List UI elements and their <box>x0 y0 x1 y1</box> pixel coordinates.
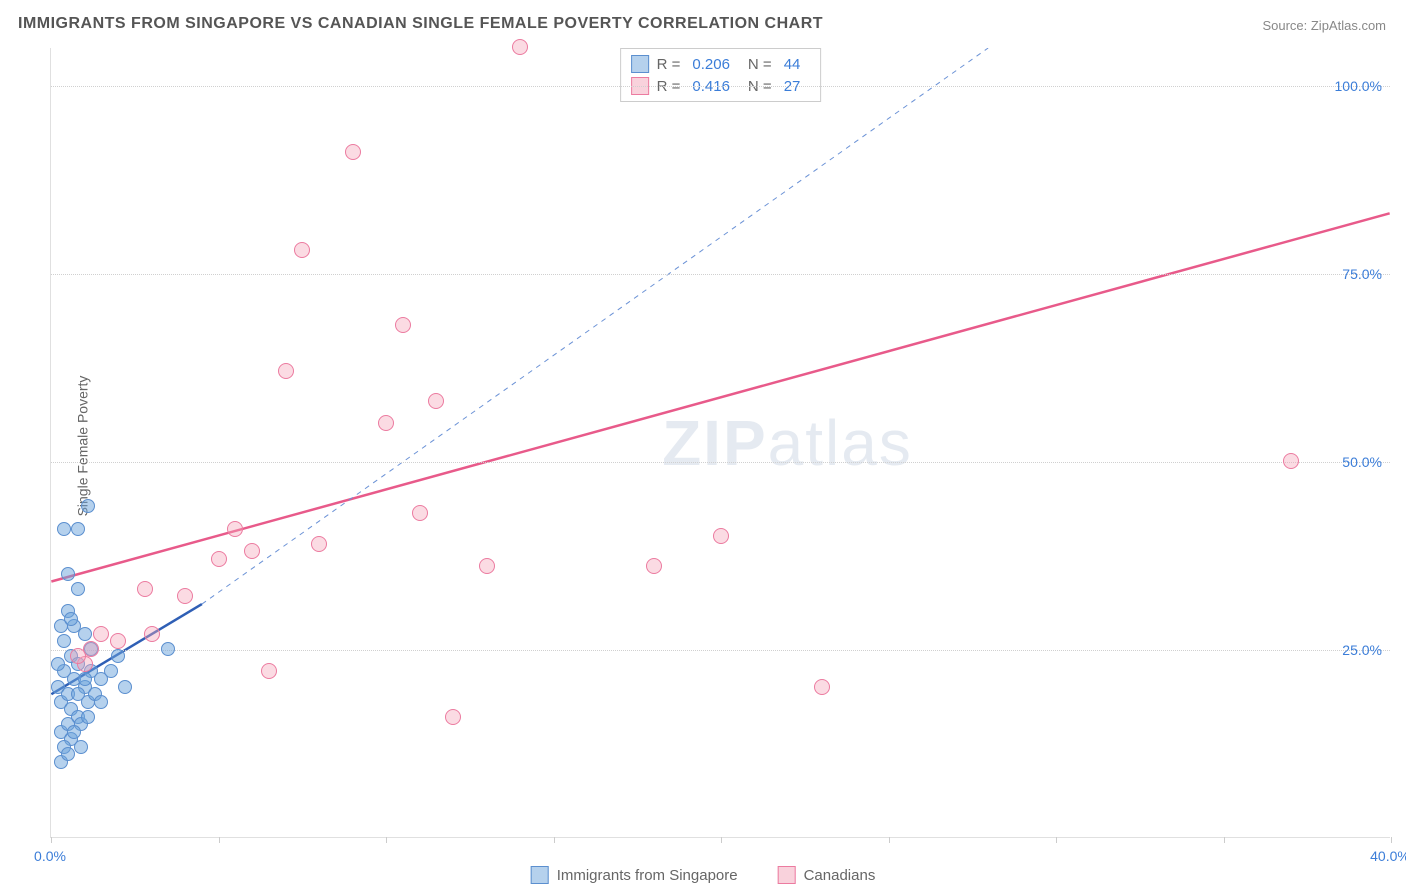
data-point <box>177 588 193 604</box>
y-tick-label: 50.0% <box>1342 454 1382 470</box>
gridline <box>51 86 1390 87</box>
y-tick-label: 75.0% <box>1342 266 1382 282</box>
x-tick-label: 40.0% <box>1370 848 1406 864</box>
data-point <box>428 393 444 409</box>
chart-title: IMMIGRANTS FROM SINGAPORE VS CANADIAN SI… <box>18 15 823 33</box>
data-point <box>93 626 109 642</box>
legend-item-series2: Canadians <box>778 866 876 884</box>
data-point <box>261 663 277 679</box>
data-point <box>57 634 71 648</box>
data-point <box>278 363 294 379</box>
x-tick <box>386 837 387 843</box>
data-point <box>70 648 86 664</box>
data-point <box>78 672 92 686</box>
watermark: ZIPatlas <box>662 406 913 480</box>
stats-row-series1: R = 0.206 N = 44 <box>631 53 811 75</box>
gridline <box>51 650 1390 651</box>
data-point <box>81 710 95 724</box>
data-point <box>479 558 495 574</box>
data-point <box>74 740 88 754</box>
data-point <box>71 687 85 701</box>
x-tick <box>1391 837 1392 843</box>
gridline <box>51 462 1390 463</box>
data-point <box>395 317 411 333</box>
legend-item-series1: Immigrants from Singapore <box>531 866 738 884</box>
data-point <box>94 695 108 709</box>
scatter-chart: ZIPatlas R = 0.206 N = 44 R = 0.416 N = … <box>50 48 1390 838</box>
y-tick-label: 100.0% <box>1335 78 1382 94</box>
data-point <box>51 657 65 671</box>
trend-lines-svg <box>51 48 1390 837</box>
data-point <box>161 642 175 656</box>
data-point <box>311 536 327 552</box>
data-point <box>71 582 85 596</box>
data-point <box>137 581 153 597</box>
data-point <box>104 664 118 678</box>
swatch-pink-icon <box>778 866 796 884</box>
data-point <box>814 679 830 695</box>
data-point <box>244 543 260 559</box>
x-tick-label: 0.0% <box>34 848 66 864</box>
gridline <box>51 274 1390 275</box>
x-tick <box>219 837 220 843</box>
data-point <box>64 612 78 626</box>
series-legend: Immigrants from Singapore Canadians <box>531 866 876 884</box>
data-point <box>378 415 394 431</box>
data-point <box>445 709 461 725</box>
data-point <box>78 627 92 641</box>
x-tick <box>1056 837 1057 843</box>
data-point <box>512 39 528 55</box>
data-point <box>1283 453 1299 469</box>
data-point <box>57 522 71 536</box>
data-point <box>227 521 243 537</box>
data-point <box>111 649 125 663</box>
data-point <box>61 747 75 761</box>
source-attribution: Source: ZipAtlas.com <box>1262 18 1386 33</box>
data-point <box>345 144 361 160</box>
data-point <box>71 522 85 536</box>
data-point <box>294 242 310 258</box>
data-point <box>412 505 428 521</box>
y-tick-label: 25.0% <box>1342 642 1382 658</box>
x-tick <box>554 837 555 843</box>
stats-legend: R = 0.206 N = 44 R = 0.416 N = 27 <box>620 48 822 102</box>
x-tick <box>721 837 722 843</box>
data-point <box>144 626 160 642</box>
x-tick <box>1224 837 1225 843</box>
data-point <box>646 558 662 574</box>
x-tick <box>51 837 52 843</box>
swatch-blue-icon <box>531 866 549 884</box>
x-tick <box>889 837 890 843</box>
data-point <box>110 633 126 649</box>
data-point <box>211 551 227 567</box>
data-point <box>61 567 75 581</box>
data-point <box>713 528 729 544</box>
swatch-blue <box>631 55 649 73</box>
data-point <box>81 499 95 513</box>
data-point <box>67 725 81 739</box>
data-point <box>118 680 132 694</box>
